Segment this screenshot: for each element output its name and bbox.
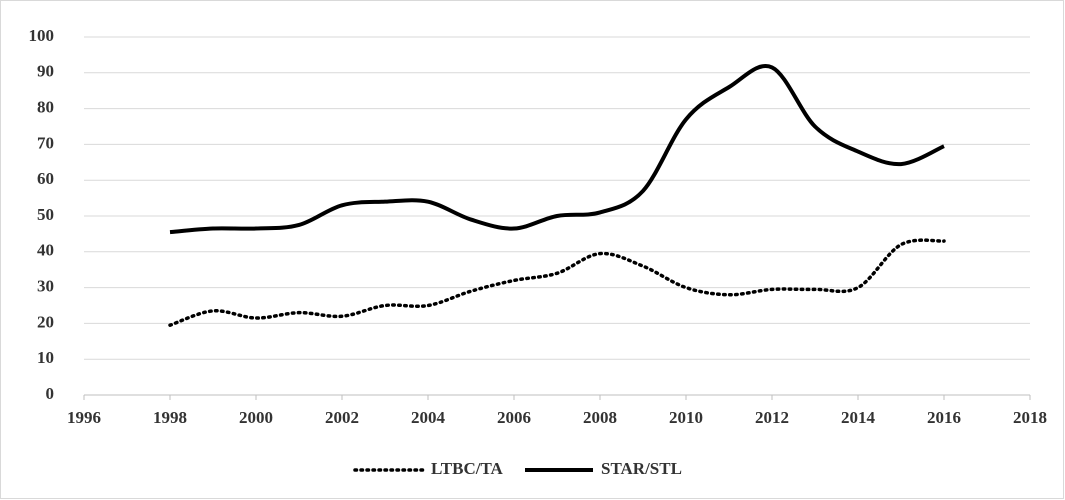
x-tick-label: 1996: [67, 408, 101, 427]
y-tick-label: 90: [37, 62, 54, 81]
x-tick-label: 2006: [497, 408, 531, 427]
x-tick-label: 1998: [153, 408, 187, 427]
series-line: [169, 64, 945, 235]
x-tick-label: 2016: [927, 408, 961, 427]
series-line: [168, 238, 946, 327]
y-tick-label: 60: [37, 169, 54, 188]
y-tick-label: 70: [37, 133, 54, 152]
y-tick-label: 20: [37, 312, 54, 331]
x-tick-label: 2014: [841, 408, 876, 427]
x-tick-label: 2010: [669, 408, 703, 427]
legend-label: LTBC/TA: [431, 459, 504, 478]
y-tick-label: 80: [37, 98, 54, 117]
legend-label: STAR/STL: [601, 459, 682, 478]
x-tick-label: 2012: [755, 408, 789, 427]
y-tick-label: 50: [37, 205, 54, 224]
y-tick-label: 10: [37, 348, 54, 367]
x-tick-label: 2000: [239, 408, 273, 427]
x-tick-label: 2004: [411, 408, 446, 427]
x-tick-label: 2018: [1013, 408, 1047, 427]
x-tick-label: 2002: [325, 408, 359, 427]
y-tick-label: 0: [46, 384, 55, 403]
y-tick-label: 100: [29, 26, 55, 45]
x-tick-label: 2008: [583, 408, 617, 427]
y-tick-label: 30: [37, 277, 54, 296]
y-tick-label: 40: [37, 241, 54, 260]
